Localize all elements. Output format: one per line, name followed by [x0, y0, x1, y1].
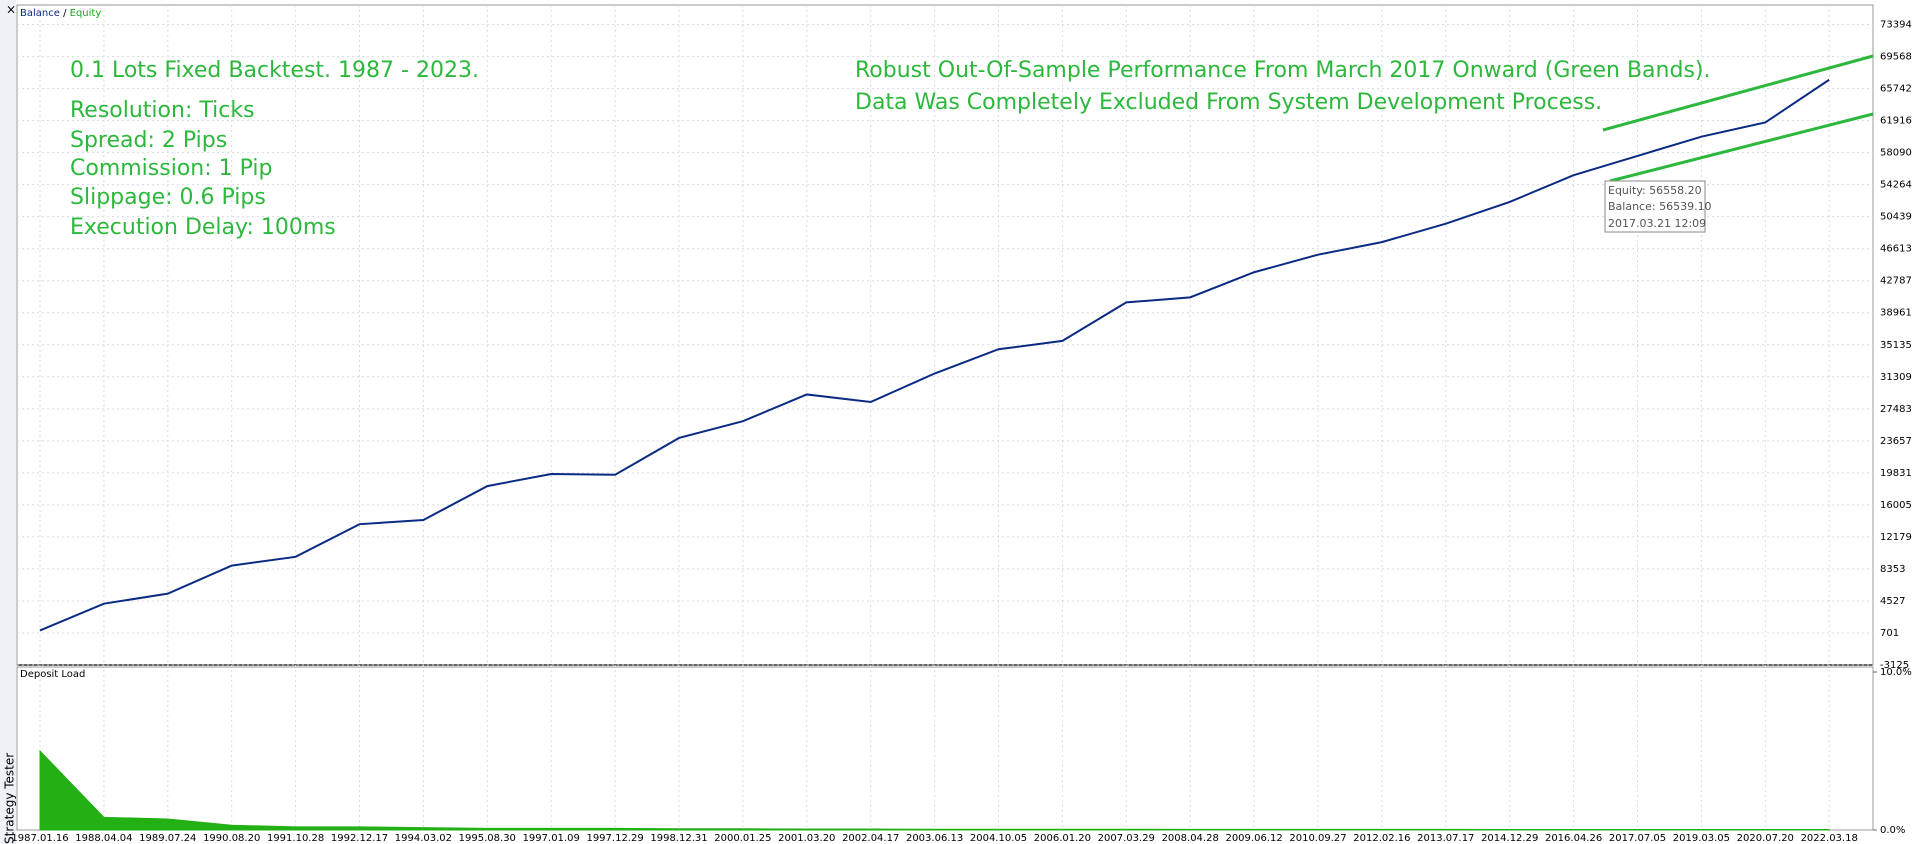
tooltip-text: Balance: 56539.10	[1608, 200, 1712, 213]
x-tick-label: 1992.12.17	[331, 833, 388, 844]
y-tick-label: 19831	[1880, 468, 1912, 479]
x-tick-label: 2019.03.05	[1673, 833, 1730, 844]
x-tick-label: 1989.07.24	[139, 833, 196, 844]
annotation: Commission: 1 Pip	[70, 156, 273, 181]
panel-title: Deposit Load	[20, 669, 85, 680]
y-tick-label: 16005	[1880, 500, 1912, 511]
x-tick-label: 2007.03.29	[1098, 833, 1155, 844]
x-tick-label: 1997.12.29	[586, 833, 643, 844]
x-tick-label: 1995.08.30	[459, 833, 516, 844]
legend-balance: Balance	[20, 8, 60, 19]
y-tick-label: 8353	[1880, 564, 1905, 575]
legend-separator: /	[63, 8, 67, 19]
x-tick-label: 2009.06.12	[1225, 833, 1282, 844]
close-button[interactable]: ×	[6, 3, 16, 17]
x-tick-label: 1998.12.31	[650, 833, 707, 844]
y-tick-label: 61916	[1880, 116, 1912, 127]
tooltip	[1604, 180, 1706, 233]
x-tick-label: 2003.06.13	[906, 833, 963, 844]
y-tick-label: 42787	[1880, 276, 1912, 287]
marks	[39, 78, 1830, 831]
x-tick-label: 2017.07.05	[1609, 833, 1666, 844]
x-tick-label: 2016.04.26	[1545, 833, 1602, 844]
x-tick-label: 2008.04.28	[1162, 833, 1219, 844]
annotation: Resolution: Ticks	[70, 98, 255, 123]
band-line	[1602, 54, 1874, 132]
y-tick-label: 23657	[1880, 436, 1912, 447]
annotation: Execution Delay: 100ms	[70, 215, 336, 240]
band-line	[1609, 112, 1874, 183]
y-tick-label: 54264	[1880, 180, 1912, 191]
y-tick-label: 50439	[1880, 212, 1912, 223]
x-tick-label: 2010.09.27	[1289, 833, 1346, 844]
y-tick-label: 701	[1880, 628, 1899, 639]
y-tick-label: 46613	[1880, 244, 1912, 255]
tooltip-text: Equity: 56558.20	[1608, 184, 1702, 197]
legend: Balance / Equity	[20, 8, 101, 19]
x-tick-label: 2006.01.20	[1034, 833, 1091, 844]
annotation: Slippage: 0.6 Pips	[70, 185, 266, 210]
annotation: 0.1 Lots Fixed Backtest. 1987 - 2023.	[70, 58, 479, 83]
x-tick-label: 1988.04.04	[75, 833, 132, 844]
x-tick-label: 2004.10.05	[970, 833, 1027, 844]
grid	[17, 5, 1873, 830]
y-tick-label: 73394	[1880, 20, 1912, 31]
y-tick-label: -3125	[1880, 660, 1909, 671]
annotation: Spread: 2 Pips	[70, 128, 227, 153]
legend-equity: Equity	[70, 8, 102, 19]
y-tick-label: 65742	[1880, 84, 1912, 95]
x-tick-label: 2014.12.29	[1481, 833, 1538, 844]
y-tick-label: 12179	[1880, 532, 1912, 543]
x-tick-label: 2002.04.17	[842, 833, 899, 844]
x-tick-label: 2013.07.17	[1417, 833, 1474, 844]
y-tick-label: 0.0%	[1880, 825, 1905, 836]
main-plot	[16, 4, 1874, 666]
x-tick-label: 1987.01.16	[11, 833, 68, 844]
x-tick-label: 1990.08.20	[203, 833, 260, 844]
x-tick-label: 2020.07.20	[1737, 833, 1794, 844]
deposit-plot	[16, 666, 1874, 831]
x-tick-label: 1994.03.02	[395, 833, 452, 844]
y-tick-label: 10.0%	[1880, 667, 1912, 678]
side-tab[interactable]: Strategy Tester	[3, 753, 17, 844]
y-tick-label: 35135	[1880, 340, 1912, 351]
x-tick-label: 2001.03.20	[778, 833, 835, 844]
x-tick-label: 2022.03.18	[1801, 833, 1858, 844]
y-tick-label: 4527	[1880, 596, 1905, 607]
y-tick-label: 69568	[1880, 52, 1912, 63]
x-tick-label: 2012.02.16	[1353, 833, 1410, 844]
balance-line	[39, 78, 1830, 632]
x-tick-label: 2000.01.25	[714, 833, 771, 844]
y-tick-label: 58090	[1880, 148, 1912, 159]
x-tick-label: 1997.01.09	[523, 833, 580, 844]
deposit-load-area	[39, 749, 1830, 831]
annotation: Robust Out-Of-Sample Performance From Ma…	[855, 58, 1710, 83]
annotation: Data Was Completely Excluded From System…	[855, 90, 1602, 115]
y-tick-label: 27483	[1880, 404, 1912, 415]
side-panel	[0, 0, 16, 844]
x-tick-label: 1991.10.28	[267, 833, 324, 844]
y-tick-label: 38961	[1880, 308, 1912, 319]
tooltip-text: 2017.03.21 12:09	[1608, 217, 1706, 230]
y-tick-label: 31309	[1880, 372, 1912, 383]
